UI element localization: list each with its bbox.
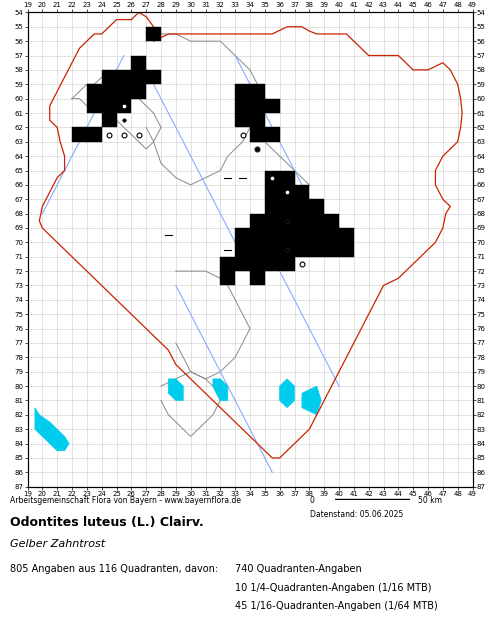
Bar (146, 70, 161, 84)
Bar (294, 214, 310, 228)
Bar (220, 257, 235, 271)
Bar (294, 242, 310, 257)
Bar (116, 84, 132, 99)
Bar (250, 113, 265, 127)
Text: 805 Angaben aus 116 Quadranten, davon:: 805 Angaben aus 116 Quadranten, davon: (10, 564, 218, 574)
Bar (235, 84, 250, 99)
Bar (220, 271, 235, 285)
Bar (265, 214, 280, 228)
Bar (250, 127, 265, 142)
Polygon shape (302, 386, 321, 415)
Bar (116, 99, 132, 113)
Bar (265, 242, 280, 257)
Bar (87, 99, 102, 113)
Bar (265, 170, 280, 185)
Bar (265, 228, 280, 242)
Bar (87, 127, 102, 142)
Bar (235, 257, 250, 271)
Bar (87, 84, 102, 99)
Text: Arbeitsgemeinschaft Flora von Bayern - www.bayernflora.de: Arbeitsgemeinschaft Flora von Bayern - w… (10, 496, 241, 505)
Bar (280, 257, 294, 271)
Bar (324, 242, 339, 257)
Bar (294, 185, 310, 199)
Bar (339, 242, 354, 257)
Bar (102, 70, 116, 84)
Polygon shape (280, 379, 294, 408)
Bar (250, 99, 265, 113)
Bar (280, 185, 294, 199)
Bar (310, 228, 324, 242)
Bar (250, 84, 265, 99)
Text: 50 km: 50 km (418, 496, 442, 505)
Bar (310, 242, 324, 257)
Bar (294, 199, 310, 214)
Bar (235, 99, 250, 113)
Text: 740 Quadranten-Angaben: 740 Quadranten-Angaben (235, 564, 362, 574)
Bar (116, 70, 132, 84)
Bar (339, 228, 354, 242)
Bar (280, 170, 294, 185)
Bar (265, 127, 280, 142)
Polygon shape (213, 379, 228, 401)
Bar (132, 56, 146, 70)
Bar (324, 214, 339, 228)
Polygon shape (168, 379, 184, 401)
Bar (250, 257, 265, 271)
Bar (265, 99, 280, 113)
Bar (280, 199, 294, 214)
Bar (265, 185, 280, 199)
Bar (146, 27, 161, 41)
Bar (310, 214, 324, 228)
Bar (102, 84, 116, 99)
Text: 10 1/4-Quadranten-Angaben (1/16 MTB): 10 1/4-Quadranten-Angaben (1/16 MTB) (235, 583, 432, 593)
Bar (235, 113, 250, 127)
Bar (235, 242, 250, 257)
Bar (324, 228, 339, 242)
Bar (132, 84, 146, 99)
Bar (280, 214, 294, 228)
Text: Odontites luteus (L.) Clairv.: Odontites luteus (L.) Clairv. (10, 516, 204, 529)
Text: Gelber Zahntrost: Gelber Zahntrost (10, 539, 105, 549)
Bar (250, 228, 265, 242)
Bar (294, 228, 310, 242)
Bar (235, 228, 250, 242)
Bar (132, 70, 146, 84)
Bar (102, 113, 116, 127)
Bar (250, 214, 265, 228)
Bar (310, 199, 324, 214)
Bar (250, 242, 265, 257)
Text: 45 1/16-Quadranten-Angaben (1/64 MTB): 45 1/16-Quadranten-Angaben (1/64 MTB) (235, 601, 438, 611)
Text: Datenstand: 05.06.2025: Datenstand: 05.06.2025 (310, 510, 403, 520)
Bar (72, 127, 87, 142)
Bar (265, 199, 280, 214)
Polygon shape (35, 408, 69, 451)
Bar (280, 228, 294, 242)
Text: 0: 0 (310, 496, 315, 505)
Bar (102, 99, 116, 113)
Bar (280, 242, 294, 257)
Bar (265, 257, 280, 271)
Bar (250, 271, 265, 285)
